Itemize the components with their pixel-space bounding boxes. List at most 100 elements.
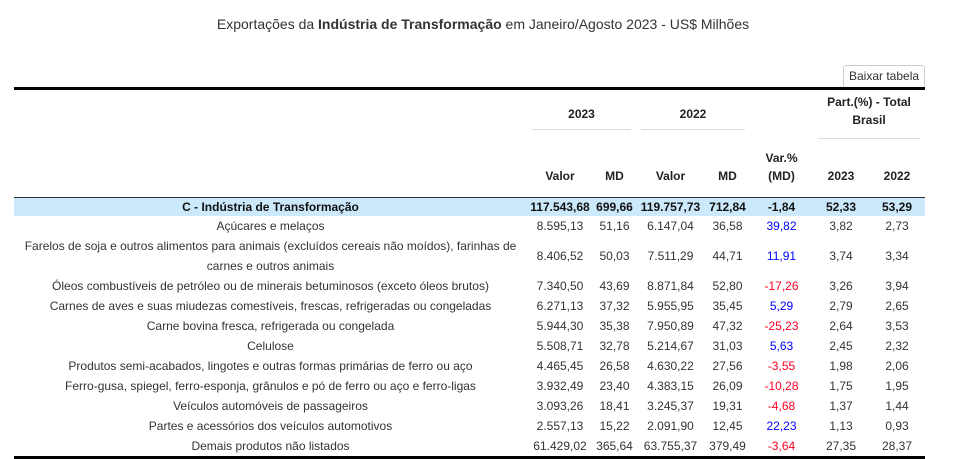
- cell-p22: 1,44: [885, 398, 909, 413]
- table-row: Celulose 5.508,71 32,78 5.214,67 31,03 5,63 2,…: [14, 336, 925, 356]
- cell-p23: 3,74: [829, 248, 853, 263]
- cell-md22: 36,58: [712, 218, 743, 233]
- cell-v23: 61.429,02: [533, 438, 587, 453]
- cell-p22: 3,34: [885, 248, 909, 263]
- cell-p23: 1,75: [829, 378, 853, 393]
- cell-md22: 19,31: [712, 398, 743, 413]
- cell-label: Veículos automóveis de passageiros: [173, 399, 368, 413]
- header-part-2023: 2023: [813, 139, 869, 198]
- header-part-total-brasil: Part.(%) - Total Brasil: [813, 89, 925, 139]
- cell-md23: 365,64: [596, 438, 633, 453]
- cell-var: -3,64: [767, 438, 796, 453]
- cell-label: Óleos combustíveis de petróleo ou de min…: [52, 279, 489, 293]
- cell-label: Celulose: [247, 339, 294, 353]
- cell-v23: 8.595,13: [536, 218, 584, 233]
- cell-label: Demais produtos não listados: [191, 439, 350, 453]
- table-row: Óleos combustíveis de petróleo ou de min…: [14, 276, 925, 296]
- cell-v22: 7.950,89: [647, 318, 694, 333]
- cell-md23: 23,40: [599, 378, 630, 393]
- header-2023: 2023: [527, 89, 636, 140]
- cell-v22: 4.630,22: [647, 358, 694, 373]
- page-title: Exportações da Indústria de Transformaçã…: [216, 16, 750, 32]
- cell-md23: 50,03: [599, 248, 630, 263]
- cell-v22: 8.871,84: [647, 278, 694, 293]
- cell-md23: 35,38: [599, 318, 630, 333]
- cell-md23: 18,41: [599, 398, 630, 413]
- cell-p22: 3,94: [885, 278, 909, 293]
- cell-p23: 3,82: [829, 218, 853, 233]
- cell-md22: 379,49: [709, 438, 746, 453]
- cell-var: 39,82: [766, 218, 797, 233]
- cell-md23: 43,69: [599, 278, 630, 293]
- cell-label: Produtos semi-acabados, lingotes e outra…: [68, 359, 473, 373]
- cell-var: 11,91: [766, 248, 797, 263]
- cell-md22: 26,09: [712, 378, 743, 393]
- cell-p23: 1,13: [829, 418, 853, 433]
- cell-p23: 27,35: [825, 438, 857, 453]
- total-row: C - Indústria de Transformação 117.543,6…: [14, 197, 925, 216]
- cell-md22: 47,32: [712, 318, 743, 333]
- cell-p23: 1,98: [829, 358, 853, 373]
- header-md-2023: MD: [593, 139, 636, 198]
- header-md-2022: MD: [705, 139, 750, 198]
- cell-label: Carne bovina fresca, refrigerada ou cong…: [146, 319, 395, 333]
- table-row: Produtos semi-acabados, lingotes e outra…: [14, 356, 925, 376]
- cell-v22: 3.245,37: [647, 398, 694, 413]
- cell-md22: 35,45: [712, 298, 743, 313]
- table-row: Partes e acessórios dos veículos automot…: [14, 416, 925, 436]
- cell-p22: 2,06: [885, 358, 909, 373]
- cell-p22: 2,32: [885, 338, 909, 353]
- cell-var: -25,23: [764, 318, 799, 333]
- cell-p22: 0,93: [885, 418, 909, 433]
- cell-v22: 5.955,95: [647, 298, 694, 313]
- table-row: Carne bovina fresca, refrigerada ou cong…: [14, 316, 925, 336]
- download-table-button[interactable]: Baixar tabela: [843, 65, 926, 88]
- cell-md22: 31,03: [712, 338, 743, 353]
- cell-label: Ferro-gusa, spiegel, ferro-esponja, grân…: [65, 379, 476, 393]
- table-row: Veículos automóveis de passageiros 3.093,…: [14, 396, 925, 416]
- cell-md23: 15,22: [599, 418, 630, 433]
- cell-v23: 5.508,71: [536, 338, 584, 353]
- header-part-2022: 2022: [869, 139, 925, 198]
- cell-var: -17,26: [764, 278, 799, 293]
- cell-md23: 37,32: [599, 298, 630, 313]
- exports-table: 2023 2022 Part.(%) - Total Brasil Valor …: [14, 87, 925, 459]
- cell-v23: 2.557,13: [536, 418, 584, 433]
- cell-var: -4,68: [767, 398, 796, 413]
- cell-p22: 1,95: [885, 378, 909, 393]
- header-2022: 2022: [636, 89, 750, 140]
- header-var: Var.% (MD): [750, 139, 813, 198]
- cell-label: Açúcares e melaços: [216, 219, 325, 233]
- cell-p23: 1,37: [829, 398, 853, 413]
- cell-var: 5,63: [769, 338, 794, 353]
- cell-md22: 12,45: [712, 418, 743, 433]
- cell-v23: 4.465,45: [536, 358, 584, 373]
- table-row: Açúcares e melaços 8.595,13 51,16 6.147,04 3…: [14, 216, 925, 236]
- cell-md23: 26,58: [599, 358, 630, 373]
- cell-md22: 44,71: [712, 248, 743, 263]
- cell-v23: 6.271,13: [536, 298, 584, 313]
- cell-label: Farelos de soja e outros alimentos para …: [24, 239, 517, 273]
- cell-v22: 2.091,90: [647, 418, 694, 433]
- cell-p22: 2,73: [885, 218, 909, 233]
- cell-p22: 28,37: [881, 438, 913, 453]
- table-row: Demais produtos não listados 61.429,02 365…: [14, 436, 925, 458]
- cell-v23: 5.944,30: [536, 318, 584, 333]
- cell-p22: 3,53: [885, 318, 909, 333]
- cell-md22: 27,56: [712, 358, 743, 373]
- table-row: Carnes de aves e suas miudezas comestíve…: [14, 296, 925, 316]
- cell-v23: 3.093,26: [536, 398, 584, 413]
- cell-v22: 63.755,37: [643, 438, 698, 453]
- cell-v23: 8.406,52: [536, 248, 584, 263]
- cell-var: -10,28: [764, 378, 799, 393]
- header-valor-2023: Valor: [527, 139, 593, 198]
- cell-p23: 2,64: [829, 318, 853, 333]
- table-row: Ferro-gusa, spiegel, ferro-esponja, grân…: [14, 376, 925, 396]
- cell-v23: 7.340,50: [536, 278, 584, 293]
- cell-v22: 4.383,15: [647, 378, 694, 393]
- cell-label: Partes e acessórios dos veículos automot…: [148, 419, 393, 433]
- cell-md23: 32,78: [599, 338, 630, 353]
- cell-v23: 3.932,49: [536, 378, 584, 393]
- cell-p23: 2,45: [829, 338, 853, 353]
- header-valor-2022: Valor: [636, 139, 705, 198]
